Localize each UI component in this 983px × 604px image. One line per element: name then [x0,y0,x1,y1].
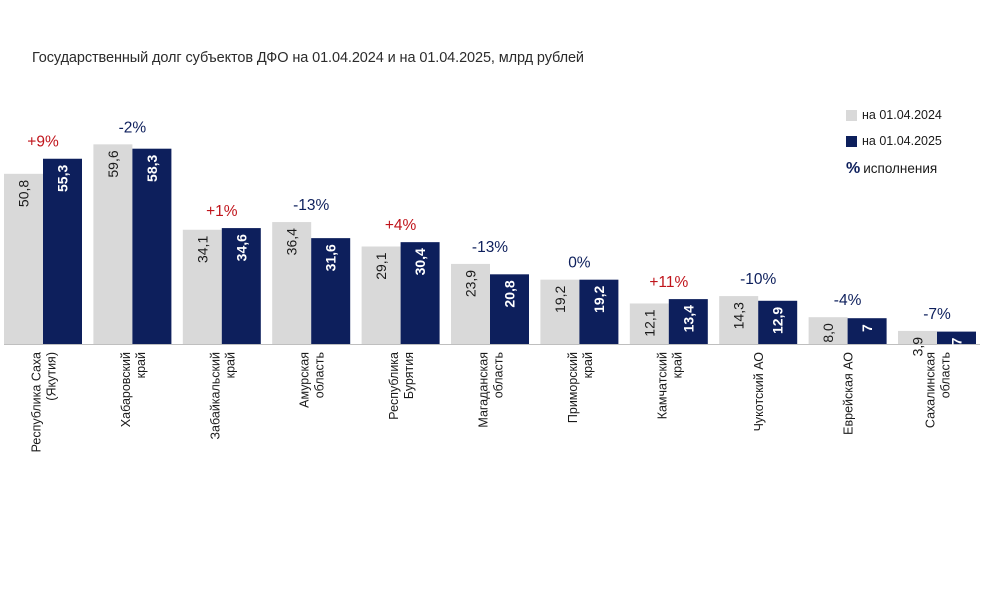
change-label: -2% [119,119,147,136]
change-label: +1% [206,203,238,220]
category-label: Магаданская [477,352,491,428]
category-label: область [939,352,953,398]
bar-2024 [182,229,222,344]
value-label-2025: 30,4 [412,248,428,275]
bar-2025 [43,158,82,344]
bar-2025 [758,300,798,344]
value-label-2024: 14,3 [731,302,747,329]
value-label-2025: 19,2 [591,285,607,312]
change-label: 0% [568,255,591,272]
value-label-2024: 19,2 [552,285,568,312]
legend-label-2024: на 01.04.2024 [862,108,942,122]
value-label-2025: 20,8 [502,280,518,307]
category-label: Амурская [298,352,312,408]
legend-swatch-2024 [846,109,857,121]
bar-2025 [847,318,887,344]
change-label: +11% [649,274,688,291]
category-label: Хабаровский [119,352,133,427]
legend-percent-execution: % исполнения [846,160,937,178]
bar-2025 [311,238,351,344]
category-label: край [223,352,237,378]
category-label: край [670,352,684,378]
category-label: край [134,352,148,378]
category-label: Чукотский АО [752,352,766,432]
bar-2024 [629,303,669,344]
category-label: Приморский [566,352,580,423]
legend-swatch-2025 [846,135,857,147]
bar-2025 [490,274,529,344]
bar-2024 [808,317,848,344]
bar-2025 [668,299,708,344]
category-label: Республика [387,352,401,420]
change-label: -7% [923,306,951,323]
bar-2024 [719,296,759,344]
category-label: Камчатский [655,352,669,419]
value-label-2024: 23,9 [463,270,479,297]
bar-2024 [93,144,133,344]
value-label-2025: 55,3 [55,165,71,192]
value-label-2024: 59,6 [105,150,121,177]
bar-2024 [272,222,312,344]
bar-2024 [451,263,490,344]
value-label-2025: 31,6 [323,244,339,271]
category-label: Республика Саха [30,352,44,452]
bar-2025 [937,331,976,344]
bar-2025 [579,279,619,344]
chart-title: Государственный долг субъектов ДФО на 01… [32,50,584,66]
bar-2025 [400,242,440,344]
value-label-2024: 34,1 [194,236,210,263]
change-label: -10% [740,271,776,288]
change-label: -4% [834,292,862,309]
legend-label-2025: на 01.04.2025 [862,134,942,148]
value-label-2025: 34,6 [233,234,249,261]
category-label: (Якутия) [45,352,59,401]
value-label-2024: 3,9 [910,337,926,357]
category-label: Еврейская АО [842,352,856,435]
value-label-2024: 36,4 [284,228,300,255]
value-label-2024: 12,1 [641,309,657,336]
bar-2025 [221,228,261,344]
legend-percent-symbol: % [846,160,861,177]
legend-item-2024: на 01.04.2024 [846,108,942,122]
bar-2025 [132,148,172,344]
legend-item-2025: на 01.04.2025 [846,134,942,148]
change-label: -13% [472,239,508,256]
value-label-2025: 13,4 [680,305,696,332]
change-label: -13% [293,197,329,214]
value-label-2025: 7 [859,324,875,332]
value-label-2025: 3,7 [949,337,965,357]
value-label-2024: 8,0 [820,323,836,343]
bar-2024 [361,246,401,344]
category-label: область [313,352,327,398]
value-label-2024: 29,1 [373,252,389,279]
category-label: Забайкальский [208,352,222,440]
change-label: +9% [27,134,59,151]
value-label-2025: 58,3 [144,154,160,181]
bar-2024 [4,173,43,344]
category-label: область [492,352,506,398]
value-label-2025: 12,9 [770,307,786,334]
category-label: Бурятия [402,352,416,399]
category-label: Сахалинская [924,352,938,428]
bar-2024 [898,330,937,344]
legend-percent-label: исполнения [863,161,938,176]
change-label: +4% [385,217,417,234]
bar-2024 [540,279,580,344]
category-label: край [581,352,595,378]
value-label-2024: 50,8 [16,180,32,207]
